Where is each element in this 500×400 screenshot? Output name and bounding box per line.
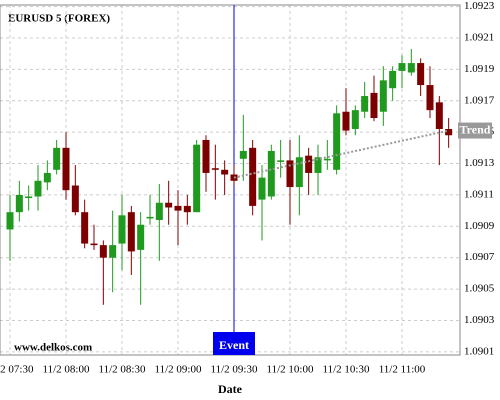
candle-body: [249, 147, 257, 206]
candle-body: [407, 63, 415, 73]
candle-body: [211, 168, 219, 170]
candle-body: [426, 85, 434, 111]
candle-body: [6, 212, 14, 230]
candle-body: [193, 144, 201, 213]
event-label: Event: [219, 338, 249, 352]
trend-label: Trend: [460, 122, 491, 136]
candle-body: [398, 63, 406, 71]
y-tick-label: 1.0905: [464, 283, 495, 295]
candle-body: [267, 150, 275, 197]
candle-body: [183, 205, 191, 213]
y-tick-label: 1.0917: [464, 94, 495, 106]
candle-body: [15, 194, 23, 213]
y-tick-label: 1.0907: [464, 251, 495, 263]
candle-body: [137, 224, 145, 250]
candle-body: [239, 150, 247, 159]
candle-body: [277, 160, 285, 162]
candle-body: [53, 147, 61, 170]
candle-body: [445, 128, 453, 136]
candle-body: [202, 139, 210, 173]
y-tick-label: 1.0911: [464, 188, 494, 200]
candle-body: [295, 157, 303, 188]
candle-body: [25, 196, 33, 199]
y-tick-label: 1.0923: [464, 0, 495, 12]
candle-body: [342, 111, 350, 131]
candle-body: [314, 157, 322, 173]
trend-label-box: [458, 122, 492, 139]
x-tick-label: 11/2 08:00: [43, 364, 90, 376]
candle-body: [435, 102, 443, 129]
x-tick-label: 11/2 09:00: [155, 364, 202, 376]
x-tick-label: 11/2 07:30: [0, 364, 34, 376]
candle-body: [127, 212, 135, 252]
candle-body: [389, 70, 397, 89]
y-tick-label: 1.0901: [464, 345, 494, 357]
candle-body: [109, 245, 117, 258]
event-label-box: [212, 332, 255, 355]
y-tick-label: 1.0921: [464, 31, 494, 43]
candle-body: [90, 243, 98, 246]
y-tick-label: 1.0909: [464, 220, 495, 232]
x-tick-label: 11/2 10:30: [323, 364, 370, 376]
candle-body: [155, 202, 163, 221]
candle-body: [323, 158, 331, 161]
candle-body: [118, 215, 126, 244]
y-tick-label: 1.0903: [464, 314, 495, 326]
candle-body: [146, 216, 154, 219]
candle-body: [370, 92, 378, 119]
candle-body: [81, 212, 89, 244]
candle-body: [230, 174, 238, 181]
candle-body: [286, 160, 294, 188]
y-tick-label: 1.0913: [464, 157, 495, 169]
watermark: www.delkos.com: [14, 342, 92, 354]
x-tick-label: 11/2 11:00: [379, 364, 426, 376]
candle-body: [99, 245, 107, 258]
x-tick-label: 11/2 09:30: [211, 364, 258, 376]
candle-body: [305, 155, 313, 173]
x-tick-label: 11/2 08:30: [99, 364, 146, 376]
y-tick-label: 1.0919: [464, 63, 495, 75]
candle-body: [71, 185, 79, 213]
x-tick-label: 11/2 10:00: [267, 364, 314, 376]
candle-body: [174, 205, 182, 211]
x-axis-label: Date: [218, 382, 243, 396]
candle-body: [361, 96, 369, 112]
trend-line: [233, 129, 449, 179]
candle-body: [221, 169, 229, 175]
candle-body: [165, 202, 173, 208]
candle-body: [62, 147, 70, 191]
candle-body: [351, 110, 359, 129]
candle-body: [333, 113, 341, 170]
candle-body: [258, 177, 266, 200]
candle-body: [34, 180, 42, 197]
chart-title: EURUSD 5 (FOREX): [8, 13, 110, 25]
candle-body: [379, 80, 387, 112]
candle-body: [417, 63, 425, 86]
candle-body: [43, 172, 51, 183]
